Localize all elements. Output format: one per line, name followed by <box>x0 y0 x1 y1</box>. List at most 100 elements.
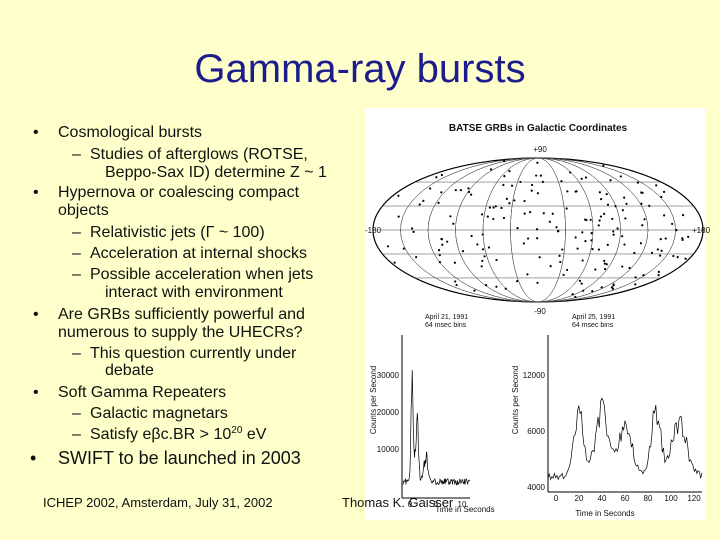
map-dot <box>609 179 612 182</box>
map-dot <box>535 174 538 177</box>
map-dot <box>446 240 449 243</box>
map-dot <box>569 171 572 174</box>
map-dot <box>559 260 562 264</box>
map-dot <box>591 248 594 251</box>
map-dot <box>611 217 614 220</box>
map-dot <box>502 216 506 220</box>
map-dot <box>659 254 662 257</box>
map-dot <box>621 265 624 268</box>
panel-xtick-label: 0 <box>554 494 559 503</box>
map-dot <box>500 206 503 210</box>
bullet-dot: • <box>30 448 36 468</box>
map-dot <box>642 273 645 277</box>
map-dot <box>557 229 560 233</box>
panel-xtick-label: 100 <box>664 494 678 503</box>
map-dot <box>581 259 584 262</box>
map-dot <box>633 251 636 255</box>
map-dot <box>558 254 561 257</box>
map-label: +90 <box>533 145 547 154</box>
panel-ytick-label: 20000 <box>377 408 400 417</box>
map-dot <box>612 230 615 233</box>
map-dot <box>650 251 654 254</box>
map-dot <box>582 289 585 292</box>
map-dot <box>594 268 597 271</box>
sub-bullet-text: Relativistic jets (Γ ~ 100) <box>90 224 265 241</box>
text: This question currently under <box>90 345 297 362</box>
bullet-dot: • <box>33 306 39 323</box>
light-curve <box>547 397 703 481</box>
map-dot <box>510 184 514 187</box>
map-dot <box>571 293 574 296</box>
map-dot <box>598 191 601 194</box>
sub-dash: – <box>72 345 81 362</box>
map-dot <box>530 189 533 192</box>
map-dot <box>481 259 484 263</box>
map-dot <box>681 238 684 241</box>
map-dot <box>576 247 579 250</box>
map-dot <box>459 188 462 192</box>
map-dot <box>435 176 438 179</box>
map-dot <box>397 215 400 218</box>
map-dot <box>623 196 626 199</box>
map-dot <box>605 263 608 266</box>
map-dot <box>549 265 552 268</box>
sub-dash: – <box>72 405 81 422</box>
map-dot <box>508 170 511 173</box>
map-dot <box>566 190 569 193</box>
panel-xlabel: Time in Seconds <box>575 509 634 518</box>
panel-xtick-label: 40 <box>598 494 607 503</box>
map-dot <box>655 184 658 187</box>
text: Galactic magnetars <box>90 405 228 422</box>
map-dot <box>454 280 457 283</box>
map-dot <box>619 175 622 178</box>
panel-ylabel: Counts per Second <box>369 366 378 435</box>
map-dot <box>624 217 627 220</box>
map-dot <box>516 227 519 230</box>
map-dot <box>481 248 485 251</box>
bullet-text: Cosmological bursts <box>58 124 202 141</box>
bullet-text: SWIFT to be launched in 2003 <box>58 448 301 468</box>
text: interact with environment <box>105 284 283 301</box>
map-dot <box>476 243 479 246</box>
map-dot <box>488 206 491 209</box>
map-dot <box>440 173 443 177</box>
map-dot <box>538 256 541 259</box>
map-dot <box>656 248 659 251</box>
panel-ytick-label: 12000 <box>523 371 546 380</box>
bullet-dot: • <box>33 124 39 141</box>
map-dot <box>657 274 660 277</box>
map-dot <box>548 220 551 223</box>
map-dot <box>659 238 662 241</box>
map-dot <box>503 174 506 178</box>
map-dot <box>675 229 678 232</box>
map-dot <box>551 212 554 215</box>
panel-ytick-label: 6000 <box>527 427 545 436</box>
map-dot <box>584 240 587 243</box>
map-dot <box>660 195 663 199</box>
sub-dash: – <box>72 224 81 241</box>
map-dot <box>687 235 690 238</box>
map-dot <box>393 261 396 264</box>
bullet-dot: • <box>33 184 39 201</box>
panel-ytick-label: 10000 <box>377 445 400 454</box>
map-dot <box>575 190 578 193</box>
map-dot <box>600 286 603 289</box>
map-dot <box>591 290 594 293</box>
map-label: -90 <box>534 307 546 316</box>
map-dot <box>440 237 443 241</box>
map-dot <box>487 246 491 249</box>
map-dot <box>522 242 525 245</box>
panel-ytick-label: 30000 <box>377 371 400 380</box>
text: eV <box>242 426 266 443</box>
panel-xtick-label: 60 <box>621 494 630 503</box>
map-dot <box>523 212 526 215</box>
map-dot <box>584 176 588 179</box>
map-dot <box>470 234 473 238</box>
map-dot <box>535 228 539 231</box>
map-dot <box>663 214 666 217</box>
text: Satisfy eβc.BR > 10 <box>90 426 231 443</box>
map-dot <box>560 180 563 183</box>
panel-bins: 64 msec bins <box>425 322 467 329</box>
map-dot <box>467 190 471 194</box>
map-dot <box>634 276 637 279</box>
